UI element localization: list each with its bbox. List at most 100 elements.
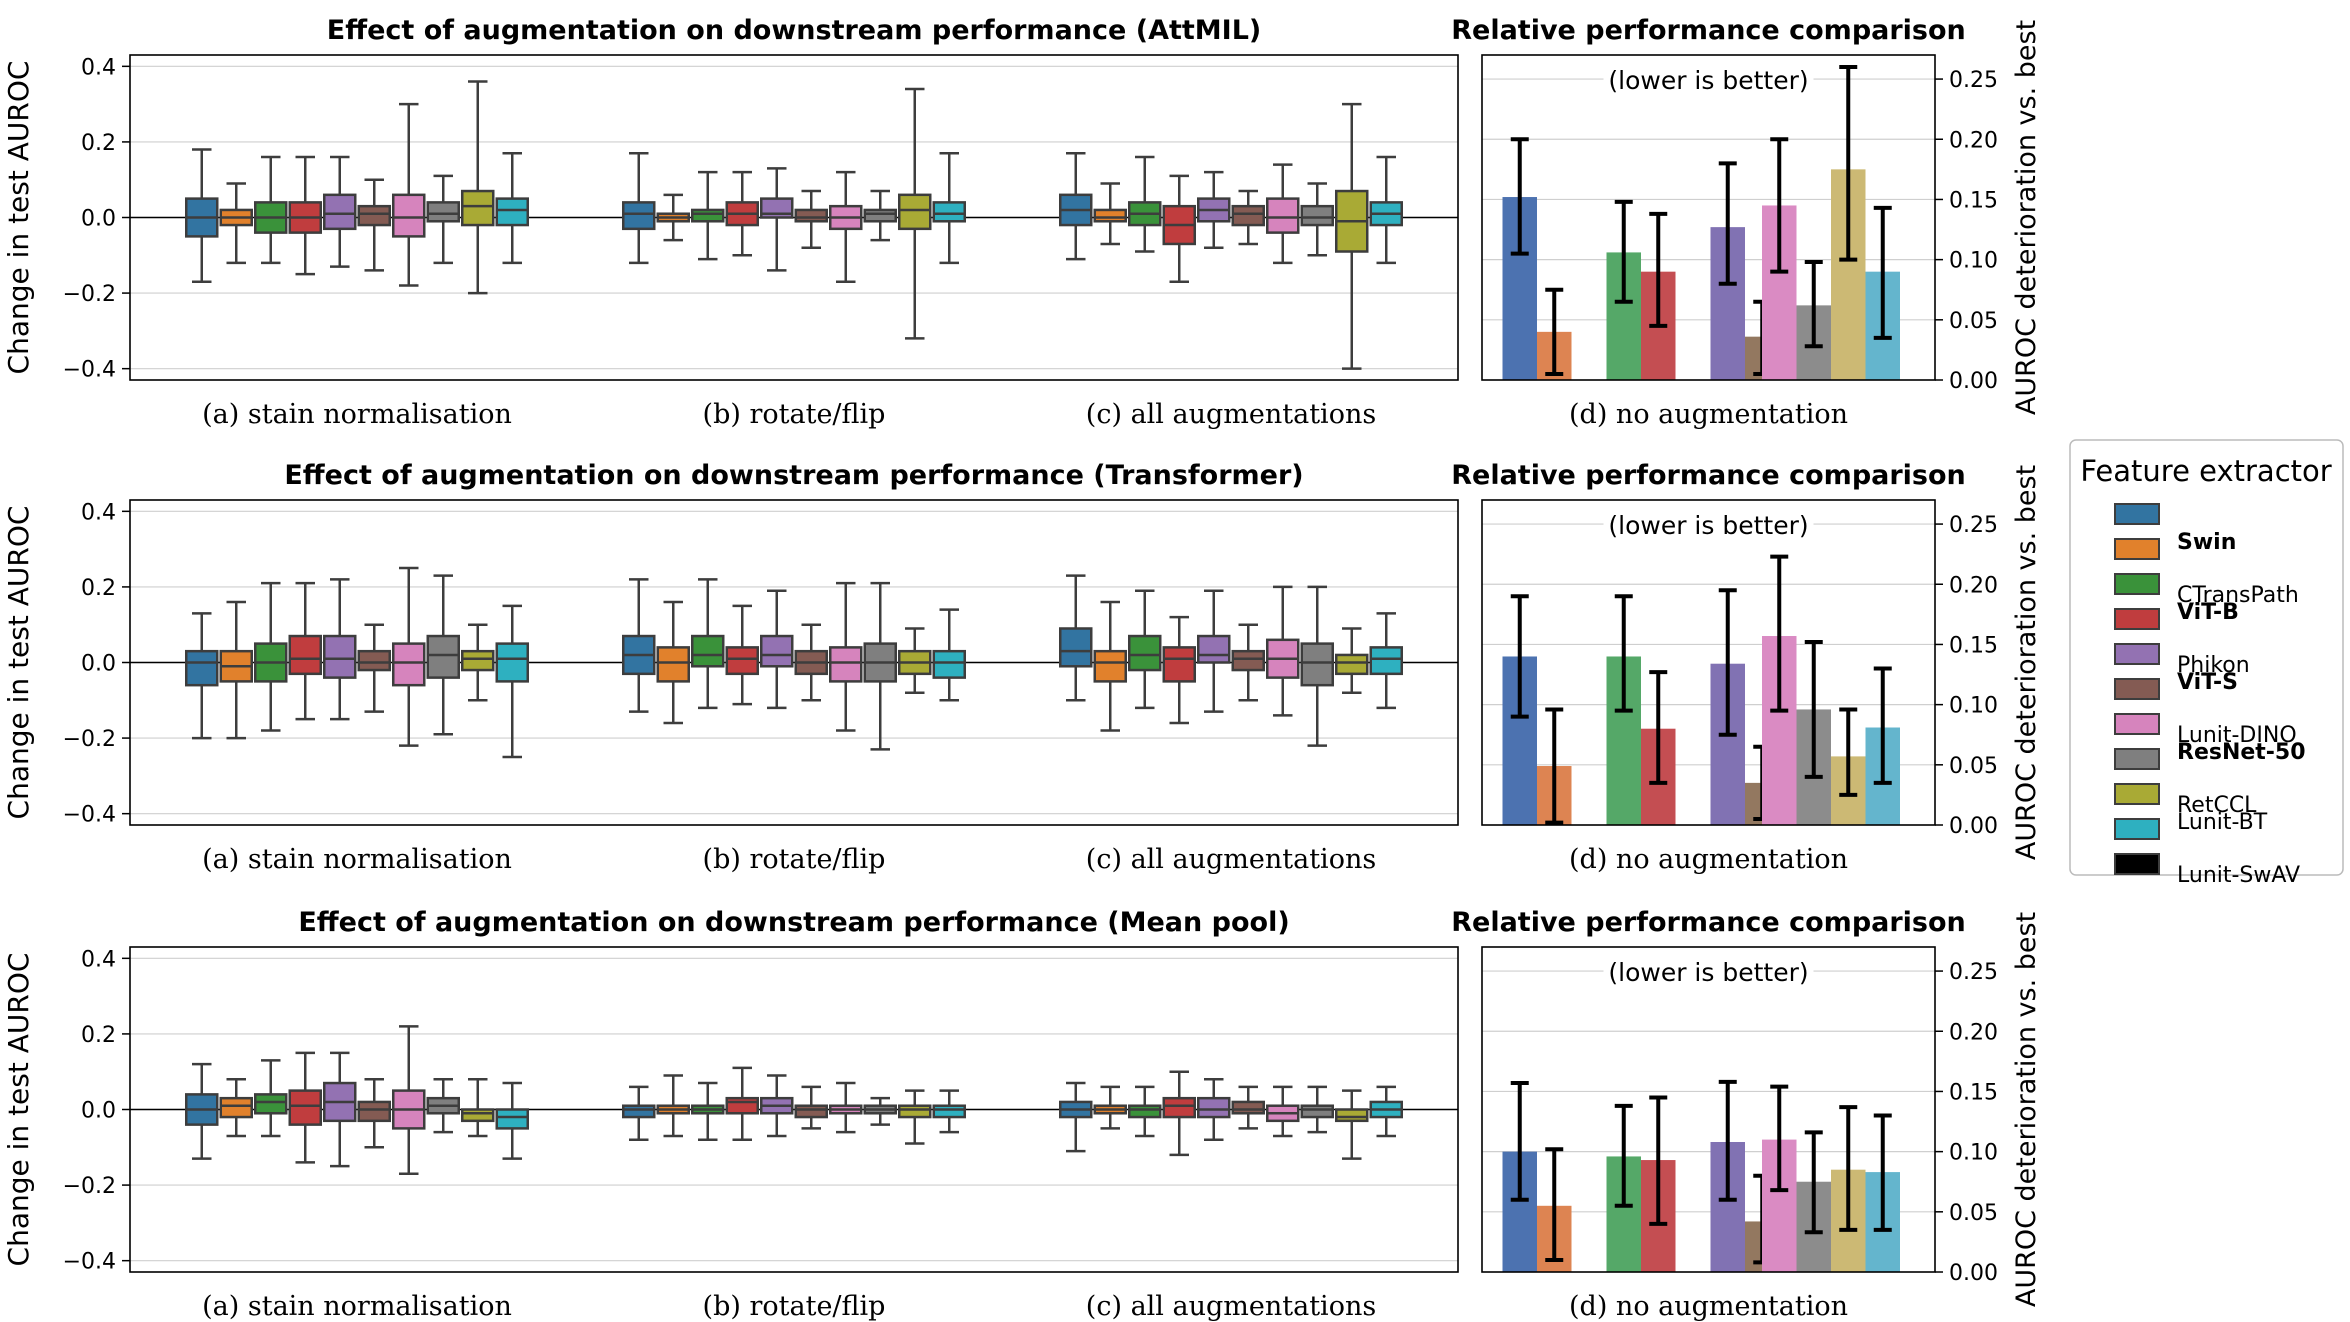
legend-swatch-3 [2114, 573, 2160, 595]
box-iqr [288, 634, 322, 676]
box-iqr [691, 634, 725, 668]
box-3-5 [1197, 1078, 1231, 1141]
box-iqr [656, 646, 690, 683]
box-1-6 [357, 178, 391, 272]
box-iqr [622, 201, 656, 231]
box-iqr [219, 1096, 253, 1119]
box-3-7 [1266, 585, 1300, 717]
x-axis-label: (d) no augmentation [1569, 1291, 1848, 1322]
box-iqr [185, 649, 219, 687]
legend-label-3: CTransPath [2177, 583, 2299, 608]
box-iqr [863, 208, 897, 223]
legend-swatch-9 [2114, 783, 2160, 805]
box-1-8 [426, 174, 460, 265]
boxplot-panel-mean-pool: −0.4 −0.2 0.0 0.2 0.4 (a) stain normalisation… [2, 907, 1459, 1322]
box-1-7 [392, 1025, 426, 1175]
box-2-5 [760, 1074, 794, 1138]
box-2-1 [622, 152, 656, 265]
box-1-4 [288, 155, 322, 276]
y-tick-label: 0.0 [81, 1099, 116, 1124]
box-iqr [495, 1108, 529, 1130]
box-iqr [426, 201, 460, 223]
category-label: (a) stain normalisation [202, 1291, 512, 1322]
x-axis-label: (d) no augmentation [1569, 844, 1848, 875]
box-1-8 [426, 1078, 460, 1134]
box-2-8 [863, 581, 897, 751]
box-3-2 [1093, 182, 1127, 246]
box-1-4 [288, 1051, 322, 1164]
y-tick-label: 0.0 [81, 652, 116, 677]
y-axis-label: AUROC deterioration vs. best [2011, 465, 2042, 860]
y-tick-label: 0.25 [1949, 513, 1998, 538]
annotation-bg [1603, 508, 1814, 543]
y-tick-label: 0.05 [1949, 754, 1998, 779]
chart-title: Effect of augmentation on downstream per… [327, 15, 1261, 46]
box-3-8 [1300, 585, 1334, 747]
y-tick-label: 0.10 [1949, 249, 1998, 274]
bar-panel-attmil: 0.00 0.05 0.10 0.15 0.20 0.25 (lower is better… [1451, 15, 2042, 430]
box-iqr [1059, 627, 1093, 668]
box-iqr [1197, 1096, 1231, 1119]
box-2-8 [863, 189, 897, 242]
legend-swatch-8 [2114, 748, 2160, 770]
annotation: (lower is better) [1608, 511, 1808, 540]
box-1-9 [461, 1078, 495, 1138]
box-1-5 [323, 1051, 357, 1168]
box-2-1 [622, 1085, 656, 1141]
y-tick-label: 0.00 [1949, 814, 1998, 839]
y-tick-label: 0.10 [1949, 694, 1998, 719]
plot-frame [1481, 946, 1936, 1273]
box-1-10 [495, 152, 529, 265]
box-1-5 [323, 155, 357, 268]
box-2-2 [656, 1074, 690, 1138]
box-3-4 [1162, 1070, 1196, 1157]
chart-title: Relative performance comparison [1451, 460, 1966, 491]
category-label: (c) all augmentations [1086, 1291, 1376, 1322]
box-1-10 [495, 604, 529, 759]
x-axis-label: (d) no augmentation [1569, 399, 1848, 430]
legend-title: Feature extractor [2080, 454, 2331, 488]
box-1-9 [461, 80, 495, 295]
box-2-2 [656, 193, 690, 242]
y-tick-label: 0.4 [81, 55, 116, 80]
box-1-5 [323, 578, 357, 721]
box-iqr [461, 189, 495, 227]
box-iqr [1128, 1104, 1162, 1119]
box-iqr [1197, 634, 1231, 664]
box-3-1 [1059, 1081, 1093, 1153]
box-3-7 [1266, 1085, 1300, 1138]
bar-panel-mean-pool: 0.00 0.05 0.10 0.15 0.20 0.25 (lower is better… [1451, 907, 2042, 1322]
box-3-3 [1128, 589, 1162, 710]
box-3-2 [1093, 600, 1127, 732]
box-3-2 [1093, 1085, 1127, 1130]
y-tick-label: 0.25 [1949, 68, 1998, 93]
y-tick-label: 0.10 [1949, 1141, 1998, 1166]
boxplot-panel-transformer: −0.4 −0.2 0.0 0.2 0.4 (a) stain normalisation… [2, 460, 1459, 875]
category-label: (b) rotate/flip [703, 844, 886, 875]
box-iqr [1300, 642, 1334, 687]
box-iqr [461, 649, 495, 672]
box-iqr [691, 208, 725, 223]
box-2-6 [794, 1085, 828, 1130]
box-iqr [426, 634, 460, 679]
box-iqr [323, 193, 357, 231]
box-3-9 [1335, 1089, 1369, 1160]
box-3-10 [1369, 155, 1403, 265]
legend-label-6: ViT-S [2177, 670, 2238, 695]
y-axis-label: Change in test AUROC [2, 61, 35, 375]
category-label: (c) all augmentations [1086, 399, 1376, 430]
annotation-bg [1603, 63, 1814, 98]
y-tick-label: 0.15 [1949, 188, 1998, 213]
y-axis-label: Change in test AUROC [2, 506, 35, 820]
y-tick-label: 0.00 [1949, 1261, 1998, 1286]
y-tick-label: 0.2 [81, 576, 116, 601]
box-3-8 [1300, 182, 1334, 257]
box-2-5 [760, 167, 794, 272]
box-1-7 [392, 102, 426, 287]
box-iqr [829, 646, 863, 683]
boxplot-panel-attmil: −0.4 −0.2 0.0 0.2 0.4 (a) stain normalisation… [2, 15, 1459, 430]
box-iqr [323, 634, 357, 679]
box-iqr [1162, 1096, 1196, 1119]
legend-swatch-2 [2114, 538, 2160, 560]
box-1-2 [219, 1078, 253, 1138]
